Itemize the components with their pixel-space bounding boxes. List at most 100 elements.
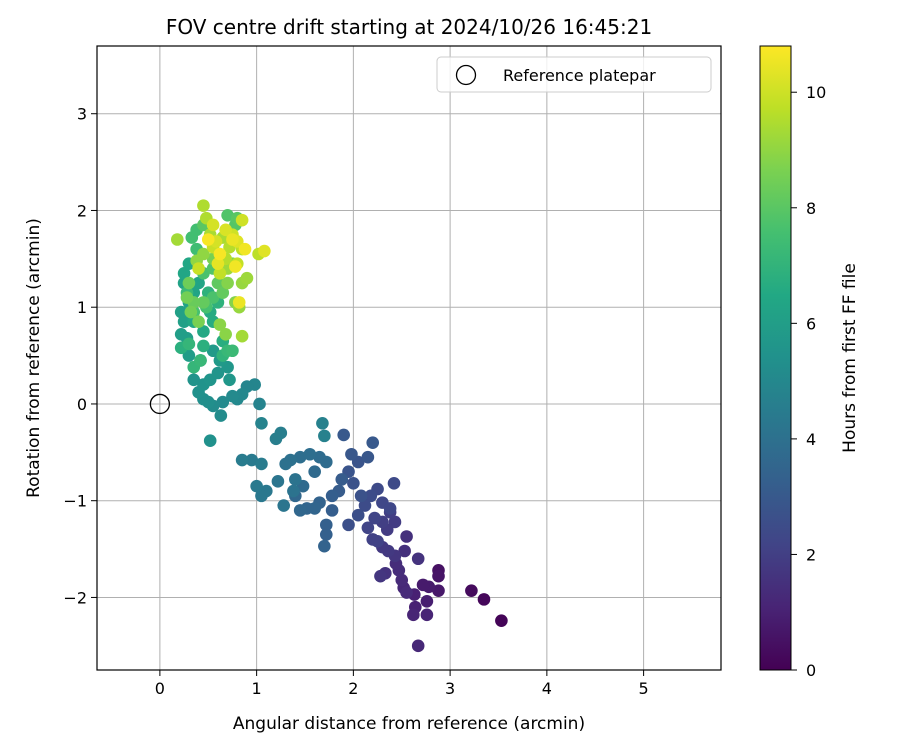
data-point (255, 457, 268, 471)
data-point (420, 608, 434, 622)
data-point (411, 639, 425, 653)
data-point (416, 578, 430, 592)
data-point (184, 305, 198, 319)
data-point (226, 344, 239, 358)
x-tick-label: 4 (542, 679, 552, 698)
data-point (477, 593, 491, 606)
data-point (219, 223, 232, 237)
data-point (411, 552, 425, 566)
data-point (368, 511, 381, 525)
data-point (240, 271, 254, 285)
data-point (400, 586, 413, 599)
reference-marker (149, 393, 171, 415)
data-point (361, 450, 375, 464)
data-point (201, 233, 215, 246)
data-point (303, 447, 317, 461)
colorbar-tick-label: 2 (806, 545, 816, 564)
data-point (235, 213, 249, 227)
data-point (229, 260, 242, 273)
x-tick-label: 0 (155, 679, 165, 698)
data-point (258, 244, 271, 258)
legend-label: Reference platepar (503, 66, 656, 85)
data-point (197, 339, 210, 353)
data-point (174, 305, 188, 319)
data-point (213, 318, 227, 331)
data-point (374, 569, 387, 583)
data-point (351, 508, 365, 522)
data-point (400, 530, 413, 543)
data-point (361, 521, 375, 535)
y-axis-ticks: −2 −1 0 1 2 3 (63, 105, 97, 607)
data-point (187, 373, 201, 387)
data-point (221, 276, 234, 290)
colorbar-tick-label: 6 (806, 314, 816, 333)
data-point (398, 544, 411, 558)
data-point (388, 515, 402, 529)
data-point (255, 489, 268, 503)
data-point (219, 327, 232, 341)
data-point (383, 502, 397, 515)
data-point (319, 528, 333, 541)
y-tick-label: −2 (63, 588, 87, 607)
x-tick-label: 1 (252, 679, 262, 698)
x-tick-label: 5 (639, 679, 649, 698)
data-point (221, 209, 234, 222)
data-point (287, 484, 300, 498)
data-point (337, 428, 350, 442)
data-point (197, 325, 210, 338)
reference-marker-group (149, 393, 171, 415)
data-point (293, 450, 307, 464)
colorbar-tick-label: 8 (806, 199, 816, 218)
data-point (345, 447, 358, 461)
data-point (182, 349, 196, 362)
x-axis-label: Angular distance from reference (arcmin) (233, 714, 585, 734)
legend-box (436, 56, 712, 93)
data-point (206, 291, 220, 304)
data-point (170, 233, 184, 246)
data-point (238, 242, 252, 256)
data-point (235, 453, 249, 467)
legend-marker (455, 64, 477, 86)
data-point (203, 434, 217, 448)
data-point (347, 476, 360, 490)
data-point (432, 584, 445, 597)
data-point (216, 395, 230, 409)
data-point (197, 199, 210, 212)
data-point (182, 337, 196, 351)
data-point (182, 276, 196, 290)
data-point (387, 476, 401, 490)
data-point (495, 614, 508, 627)
data-point (271, 475, 285, 488)
y-tick-label: 3 (77, 105, 87, 124)
data-point (358, 499, 372, 512)
data-point (197, 296, 210, 309)
x-tick-label: 2 (348, 679, 358, 698)
y-tick-label: 2 (77, 201, 87, 220)
data-point (206, 218, 220, 232)
data-point (318, 429, 331, 443)
data-point (232, 296, 246, 309)
y-tick-label: −1 (63, 492, 87, 511)
data-point (325, 504, 339, 517)
data-point (211, 276, 225, 290)
data-point (465, 584, 478, 597)
data-point (213, 267, 227, 280)
data-point (180, 291, 194, 304)
data-point (213, 247, 227, 261)
data-point (313, 450, 326, 464)
data-point (174, 327, 188, 341)
data-point (318, 539, 331, 553)
data-point (214, 409, 228, 422)
data-point (177, 315, 191, 329)
data-point (319, 518, 333, 532)
data-point (211, 257, 225, 270)
data-point (277, 499, 291, 512)
data-point (192, 315, 205, 329)
data-point (194, 354, 207, 367)
data-point (206, 344, 220, 358)
data-point (211, 366, 225, 380)
data-point (226, 233, 239, 246)
colorbar-tick-label: 4 (806, 430, 816, 449)
data-point (289, 473, 302, 486)
data-point (223, 373, 236, 387)
